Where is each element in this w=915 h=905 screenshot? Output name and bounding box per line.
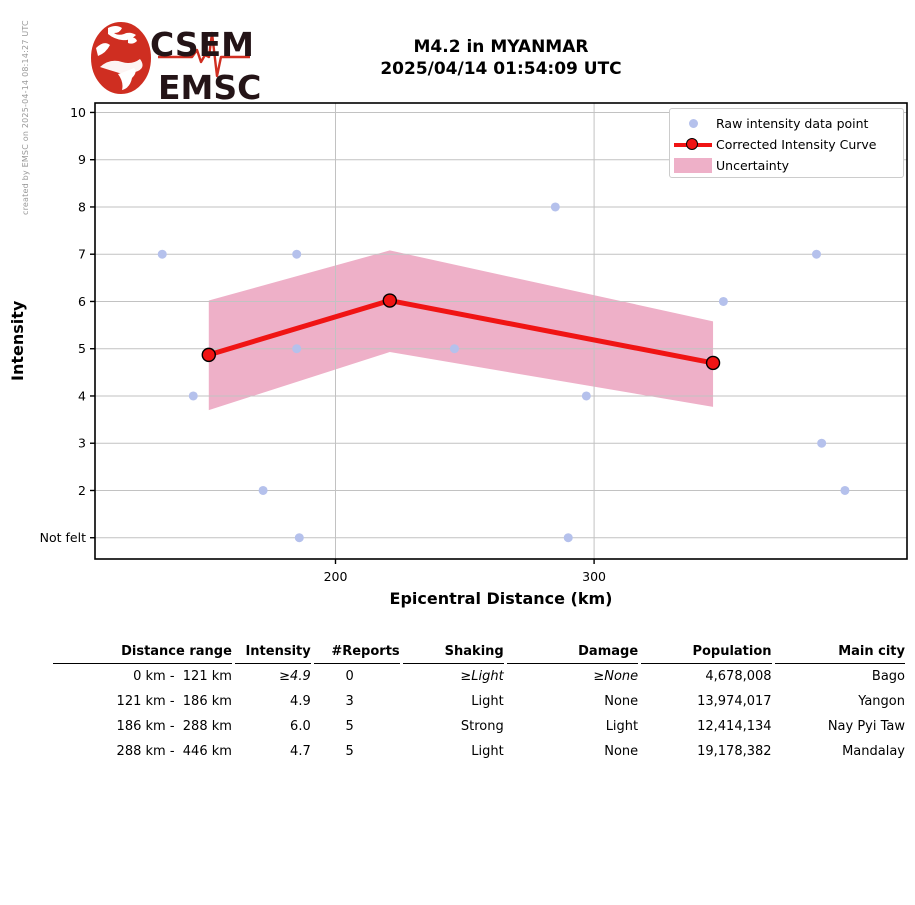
legend-item-corrected-curve: Corrected Intensity Curve	[670, 134, 903, 155]
intensity-report-table: Distance range Intensity #Reports Shaking Da…	[50, 640, 908, 764]
table-cell: Strong	[460, 719, 504, 734]
corrected-curve-marker	[705, 355, 721, 371]
y-tick-label: 5	[78, 341, 86, 356]
table-header-cell: Population	[641, 640, 772, 664]
y-tick-label: 10	[70, 105, 86, 120]
table-cell: 12,414,134	[697, 719, 772, 734]
emsc-logo: CSEM EMSC	[88, 12, 268, 107]
table-cell: 5	[345, 719, 354, 734]
table-cell: 5	[345, 744, 354, 759]
uncertainty-band	[208, 250, 714, 411]
chart-legend: Raw intensity data point Corrected Inten…	[669, 108, 904, 178]
plot-frame	[94, 102, 908, 560]
x-tick-label: 300	[582, 569, 606, 584]
legend-label: Uncertainty	[716, 158, 790, 173]
y-tick-label: 2	[78, 483, 86, 498]
raw-data-point	[449, 344, 459, 354]
table-cell: Yangon	[858, 694, 905, 709]
table-row: 288 km - 446 km 4.7 5 Light None 19,178,382 Ma…	[53, 739, 905, 764]
table-row: 121 km - 186 km 4.9 3 Light None 13,974,017 Ya…	[53, 689, 905, 714]
table-cell: 19,178,382	[697, 744, 772, 759]
emsc-globe-icon	[91, 22, 250, 94]
logo-text-emsc: EMSC	[158, 68, 262, 107]
corrected-curve-marker	[201, 347, 216, 363]
y-axis-label: Intensity	[8, 300, 27, 381]
raw-data-point	[563, 533, 573, 543]
table-header-cell: Shaking	[402, 640, 504, 664]
event-title: M4.2 in MYANMAR	[413, 37, 589, 57]
x-axis-label: Epicentral Distance (km)	[389, 589, 613, 608]
raw-point-swatch-icon	[688, 119, 698, 128]
table-cell: Light	[471, 744, 504, 759]
legend-label: Raw intensity data point	[716, 116, 869, 131]
table-row: 186 km - 288 km 6.0 5 Strong Light 12,414,134…	[53, 714, 905, 739]
legend-label: Corrected Intensity Curve	[716, 137, 877, 152]
raw-data-point	[157, 249, 167, 259]
raw-data-point	[294, 533, 304, 543]
legend-item-uncertainty: Uncertainty	[670, 155, 903, 176]
table-cell: 6.0	[290, 719, 311, 734]
raw-data-point	[718, 296, 728, 306]
table-header-row: Distance range Intensity #Reports Shaking Da…	[53, 640, 905, 664]
table-row: 0 km - 121 km ≥4.9 0 ≥Light ≥None 4,678,008 Ba…	[53, 664, 905, 689]
y-tick-label: 4	[78, 388, 86, 403]
table-cell: 13,974,017	[697, 694, 772, 709]
raw-data-point	[550, 202, 560, 212]
table-cell: 186 km - 288 km	[116, 719, 232, 734]
raw-data-point	[292, 249, 302, 259]
table-cell: Bago	[871, 669, 905, 684]
table-header-cell: Main city	[774, 640, 905, 664]
table-cell: Nay Pyi Taw	[827, 719, 905, 734]
table-cell: Mandalay	[842, 744, 905, 759]
table-cell: None	[604, 694, 639, 709]
corrected-curve-marker	[382, 293, 398, 308]
table-cell: 4.7	[290, 744, 311, 759]
table-cell: ≥Light	[460, 669, 504, 684]
table-cell: 0 km - 121 km	[133, 669, 232, 684]
table-header-cell: Damage	[506, 640, 639, 664]
y-tick-label: 3	[78, 436, 86, 451]
uncertainty-swatch-icon	[674, 158, 712, 173]
logo-text-csem: CSEM	[150, 25, 254, 64]
seismogram-trace-icon	[158, 31, 250, 78]
y-tick-label: 9	[78, 152, 86, 167]
raw-data-point	[188, 391, 198, 401]
table-cell: 0	[345, 669, 354, 684]
y-tick-label: Not felt	[40, 530, 86, 545]
table-cell: 4,678,008	[705, 669, 772, 684]
table-cell: 3	[345, 694, 354, 709]
table-cell: ≥None	[593, 669, 639, 684]
legend-item-raw-points: Raw intensity data point	[670, 113, 903, 134]
raw-data-point	[811, 249, 821, 259]
event-datetime: 2025/04/14 01:54:09 UTC	[380, 59, 622, 79]
table-cell: None	[604, 744, 639, 759]
table-cell: 288 km - 446 km	[116, 744, 232, 759]
table-cell: 121 km - 186 km	[116, 694, 232, 709]
table-cell: Light	[471, 694, 504, 709]
raw-data-point	[817, 438, 827, 448]
intensity-distance-chart: Not felt 2 3 4 5 6 7 8 9 10 200 300	[40, 102, 908, 584]
table-header-cell: Distance range	[53, 640, 232, 664]
raw-data-point	[258, 485, 268, 495]
table-cell: Light	[605, 719, 639, 734]
table-header-cell: Intensity	[234, 640, 311, 664]
curve-swatch-icon	[674, 137, 712, 152]
y-tick-label: 7	[78, 247, 86, 262]
chart-title-block: M4.2 in MYANMAR 2025/04/14 01:54:09 UTC	[380, 36, 621, 80]
x-tick-label: 200	[324, 569, 348, 584]
y-tick-label: 8	[78, 199, 86, 214]
table-header-cell: #Reports	[313, 640, 400, 664]
y-tick-label: 6	[78, 294, 86, 309]
table-cell: 4.9	[290, 694, 311, 709]
raw-data-point	[581, 391, 591, 401]
table-cell: ≥4.9	[279, 669, 311, 684]
raw-data-point	[292, 344, 302, 354]
raw-data-point	[840, 485, 850, 495]
